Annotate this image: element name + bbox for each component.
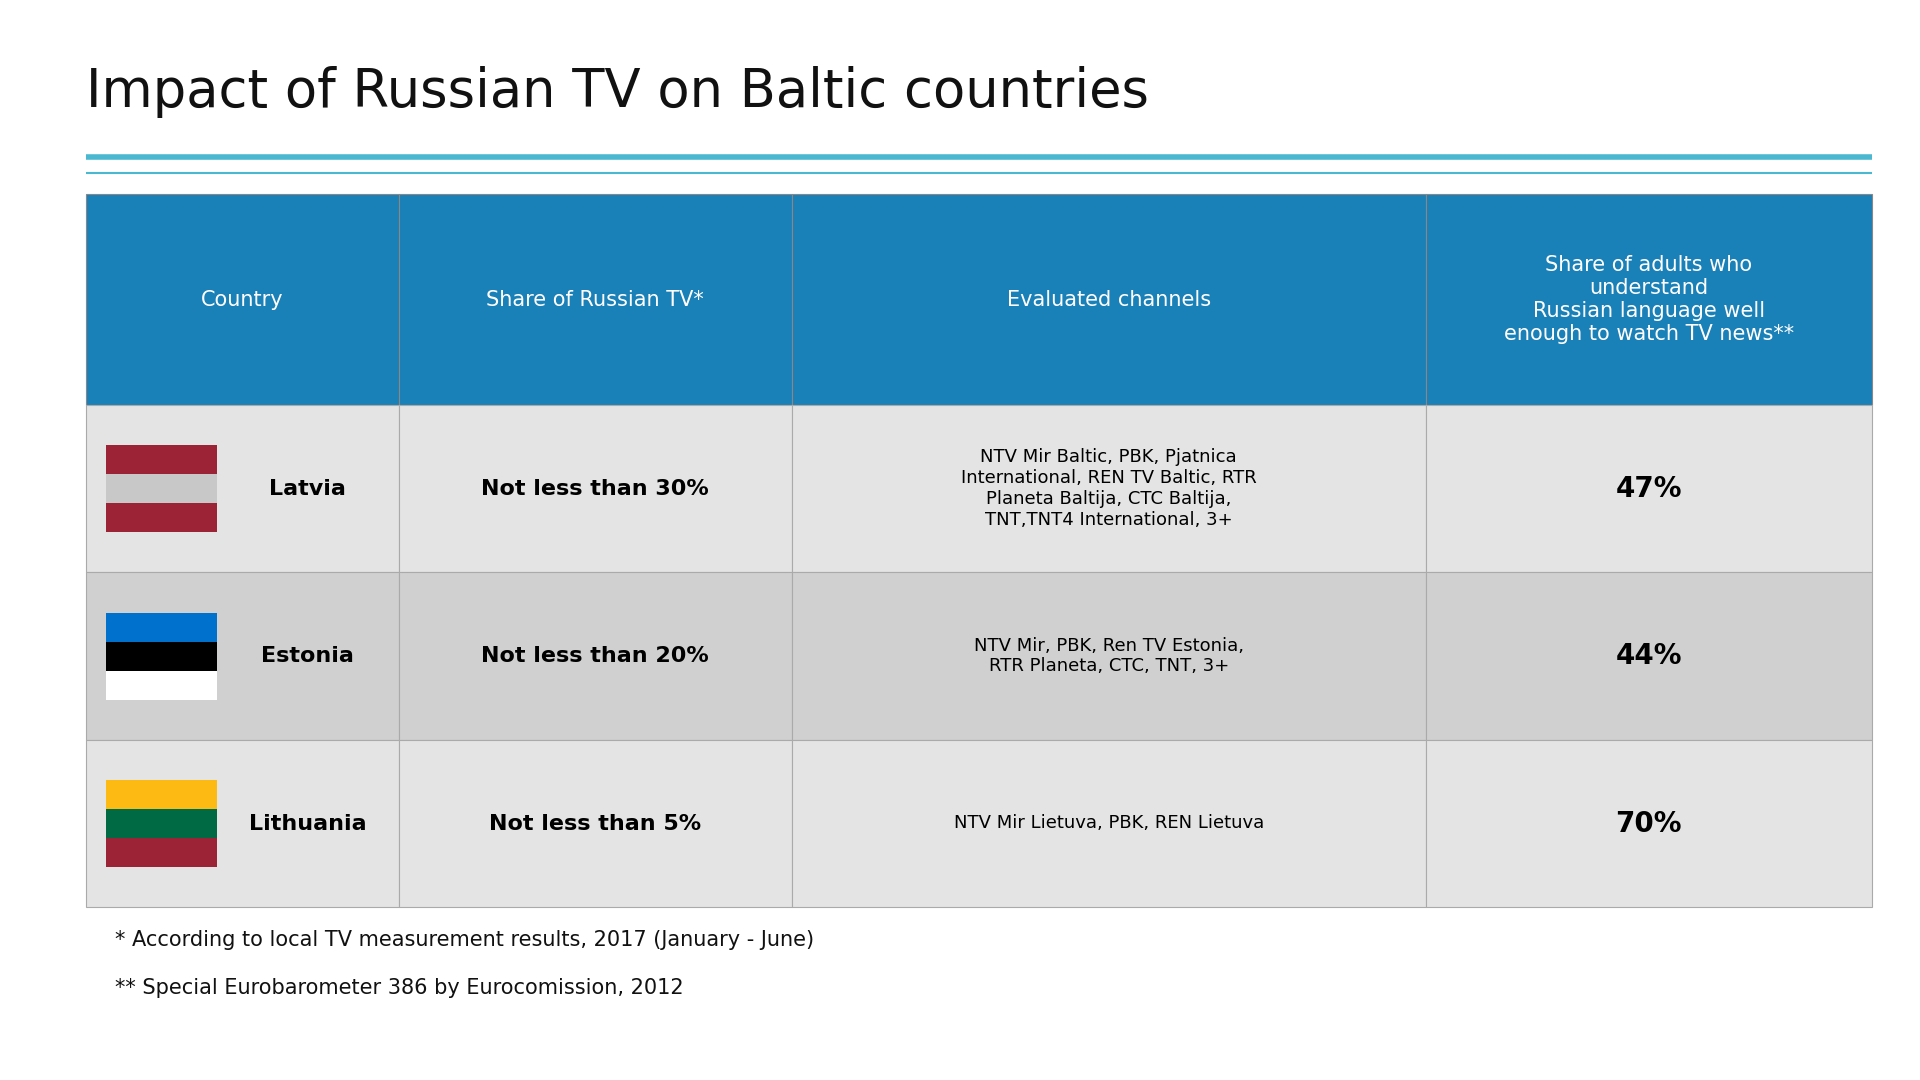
Text: Impact of Russian TV on Baltic countries: Impact of Russian TV on Baltic countries (86, 66, 1150, 118)
Bar (86, 194, 399, 405)
Bar (106, 671, 217, 700)
Bar (791, 194, 1425, 405)
Bar (106, 445, 217, 474)
Bar (106, 809, 217, 838)
Text: NTV Mir Baltic, PBK, Pjatnica
International, REN TV Baltic, RTR
Planeta Baltija,: NTV Mir Baltic, PBK, Pjatnica Internatio… (960, 448, 1256, 529)
Bar (106, 474, 217, 503)
Bar (791, 740, 1425, 907)
Text: Share of Russian TV*: Share of Russian TV* (486, 289, 705, 310)
Text: Evaluated channels: Evaluated channels (1006, 289, 1212, 310)
Bar (399, 194, 791, 405)
Text: ** Special Eurobarometer 386 by Eurocomission, 2012: ** Special Eurobarometer 386 by Eurocomi… (115, 978, 684, 998)
Text: Lithuania: Lithuania (250, 813, 367, 834)
Text: Country: Country (202, 289, 284, 310)
Bar (1425, 572, 1872, 740)
Text: NTV Mir Lietuva, PBK, REN Lietuva: NTV Mir Lietuva, PBK, REN Lietuva (954, 814, 1263, 833)
Text: 70%: 70% (1615, 810, 1682, 837)
Bar (1425, 740, 1872, 907)
Text: NTV Mir, PBK, Ren TV Estonia,
RTR Planeta, CTC, TNT, 3+: NTV Mir, PBK, Ren TV Estonia, RTR Planet… (973, 637, 1244, 675)
Bar (86, 740, 399, 907)
Bar (106, 838, 217, 867)
Text: Latvia: Latvia (269, 478, 346, 499)
Text: Not less than 30%: Not less than 30% (482, 478, 708, 499)
Text: Not less than 20%: Not less than 20% (482, 646, 708, 666)
Text: Share of adults who
understand
Russian language well
enough to watch TV news**: Share of adults who understand Russian l… (1503, 255, 1793, 345)
Text: 44%: 44% (1615, 643, 1682, 670)
Text: * According to local TV measurement results, 2017 (January - June): * According to local TV measurement resu… (115, 930, 814, 949)
Bar (399, 572, 791, 740)
Bar (86, 572, 399, 740)
Bar (106, 612, 217, 642)
Bar (791, 405, 1425, 572)
Bar (106, 503, 217, 532)
Text: Estonia: Estonia (261, 646, 355, 666)
Bar (1425, 405, 1872, 572)
Bar (106, 780, 217, 809)
Bar (399, 405, 791, 572)
Bar (1425, 194, 1872, 405)
Bar (399, 740, 791, 907)
Bar (86, 405, 399, 572)
Bar (791, 572, 1425, 740)
Bar (106, 642, 217, 671)
Text: Not less than 5%: Not less than 5% (490, 813, 701, 834)
Text: 47%: 47% (1615, 475, 1682, 502)
